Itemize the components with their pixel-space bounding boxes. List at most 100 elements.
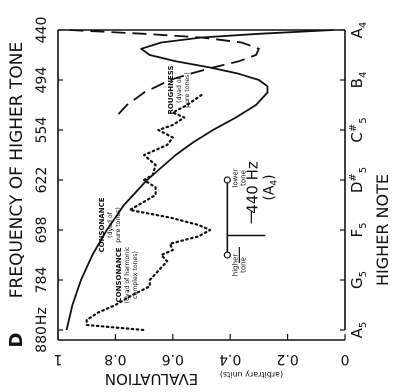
lower-tone-label: lower [231, 168, 239, 187]
frequency-tick-value: 554 [34, 117, 50, 144]
reference-note-letter: A [261, 185, 277, 195]
evaluation-axis-title: EVALUATION [105, 370, 198, 388]
frequency-tick-value: 494 [34, 67, 50, 94]
note-tick-label: G5 [348, 271, 369, 289]
note-letter: D [348, 182, 366, 194]
note-tick-group: F5 [348, 222, 369, 237]
curve-label-consonance-harmonic: (dyad of harmonic [124, 246, 131, 303]
evaluation-axis-unit: (arbitrary units) [220, 370, 283, 379]
note-octave: 5 [358, 167, 369, 173]
reference-note-octave: 4 [269, 180, 279, 186]
lower-tone-label-group: lower tone [231, 168, 247, 187]
note-octave: 5 [358, 322, 369, 328]
reference-note-label: (A4) [261, 174, 279, 200]
note-tick-label: D#5 [348, 167, 369, 193]
higher-tone-label: higher [231, 254, 239, 277]
evaluation-tick-label: 0.8 [104, 351, 126, 367]
note-tick-group: A4 [348, 22, 369, 39]
higher-tone-label: tone [239, 257, 247, 273]
frequency-tick-group: 440 [34, 17, 50, 44]
evaluation-tick-label: 1 [54, 351, 63, 367]
panel-label: D [6, 333, 27, 348]
frequency-tick-value: 784 [34, 267, 50, 294]
curve-label-group: CONSONANCE (dyad of pure tones) [98, 197, 122, 252]
reference-paren-close: ) [261, 174, 277, 179]
note-tick-label: A4 [348, 22, 369, 39]
note-octave: 4 [358, 72, 369, 78]
note-tick-group: C#5 [348, 117, 369, 142]
frequency-tick-group: 698 [34, 217, 50, 244]
note-accidental: # [348, 124, 359, 132]
frequency-tick-value: 440 [34, 17, 50, 44]
higher-tone-marker [223, 251, 231, 259]
note-tick-group: G5 [348, 271, 369, 289]
note-letter: G [348, 277, 366, 289]
curve-label-roughness: ROUGHNESS [167, 65, 175, 114]
note-letter: B [348, 78, 366, 88]
evaluation-tick-label: 0.6 [162, 351, 184, 367]
frequency-tick-value: 622 [34, 167, 50, 194]
axes-layer: 440494554622698784880HzA4B4C#5D#5F5G5A50… [34, 17, 369, 367]
note-tick-label: F5 [348, 222, 369, 237]
frequency-tick-group: 880Hz [34, 307, 50, 353]
frequency-tick-value: 698 [34, 217, 50, 244]
evaluation-tick-group: 0.2 [276, 351, 298, 367]
note-letter: A [348, 327, 366, 338]
frequency-tick-label: 880Hz [34, 307, 50, 353]
note-tick-group: A5 [348, 322, 369, 339]
curve-label-consonance-pure: (dyad of [107, 211, 114, 237]
frequency-tick-value: 880 [34, 326, 50, 353]
reference-paren-open: ( [261, 195, 277, 200]
note-letter: F [348, 229, 366, 238]
curve-label-consonance-harmonic: complex tones) [132, 251, 139, 299]
frequency-title-group: FREQUENCY OF HIGHER TONE [7, 42, 27, 298]
frequency-tick-label: 622 [34, 167, 50, 194]
note-letter: A [348, 27, 366, 38]
curve-label-consonance-pure: CONSONANCE [98, 197, 106, 252]
evaluation-tick-group: 0.6 [162, 351, 184, 367]
evaluation-tick-label: 0.2 [276, 351, 298, 367]
panel-label-group: D [6, 333, 27, 348]
frequency-tick-group: 784 [34, 267, 50, 294]
curve-label-roughness: pure tones) [184, 72, 191, 108]
frequency-axis-title: FREQUENCY OF HIGHER TONE [7, 42, 27, 298]
evaluation-tick-group: 0 [341, 351, 350, 367]
frequency-tick-label: 784 [34, 267, 50, 294]
evaluation-tick-label: 0.4 [219, 351, 241, 367]
frequency-tick-group: 622 [34, 167, 50, 194]
evaluation-tick-group: 1 [54, 351, 63, 367]
note-title-group: HIGHER NOTE [373, 174, 392, 286]
frequency-tick-group: 554 [34, 117, 50, 144]
note-axis-title: HIGHER NOTE [373, 174, 392, 286]
higher-tone-label-group: higher tone [231, 254, 247, 277]
note-tick-label: A5 [348, 322, 369, 339]
note-octave: 5 [358, 117, 369, 123]
note-tick-group: B4 [348, 72, 369, 89]
note-tick-label: B4 [348, 72, 369, 89]
curve-label-group: CONSONANCE (dyad of harmonic complex tones… [115, 246, 139, 303]
note-accidental: # [348, 173, 359, 181]
curves-layer [65, 29, 334, 332]
labels-layer: FREQUENCY OF HIGHER TONE HIGHER NOTE EVALU… [6, 42, 392, 388]
lower-tone-label: tone [239, 170, 247, 186]
curve-label-consonance-pure: pure tones) [115, 207, 122, 243]
curve-label-group: ROUGHNESS (dyad of pure tones) [167, 65, 191, 114]
frequency-tick-label: 554 [34, 117, 50, 144]
evaluation-tick-group: 0.8 [104, 351, 126, 367]
reference-label-group: 440 Hz (A4) [243, 161, 279, 214]
note-tick-label: C#5 [348, 117, 369, 142]
evaluation-tick-group: 0.4 [219, 351, 241, 367]
evaluation-tick-label: 0 [341, 351, 350, 367]
note-octave: 5 [358, 271, 369, 277]
curve-roughness [69, 29, 260, 119]
note-tick-group: D#5 [348, 167, 369, 193]
curve-consonance-pure [65, 29, 334, 331]
reference-frequency-label: 440 Hz [243, 161, 261, 214]
frequency-tick-label: 494 [34, 67, 50, 94]
curve-label-consonance-harmonic: CONSONANCE [115, 247, 123, 302]
frequency-unit: Hz [34, 307, 50, 325]
note-octave: 4 [358, 22, 369, 28]
note-letter: C [348, 132, 366, 142]
evaluation-title-group: EVALUATION (arbitrary units) [105, 370, 283, 388]
